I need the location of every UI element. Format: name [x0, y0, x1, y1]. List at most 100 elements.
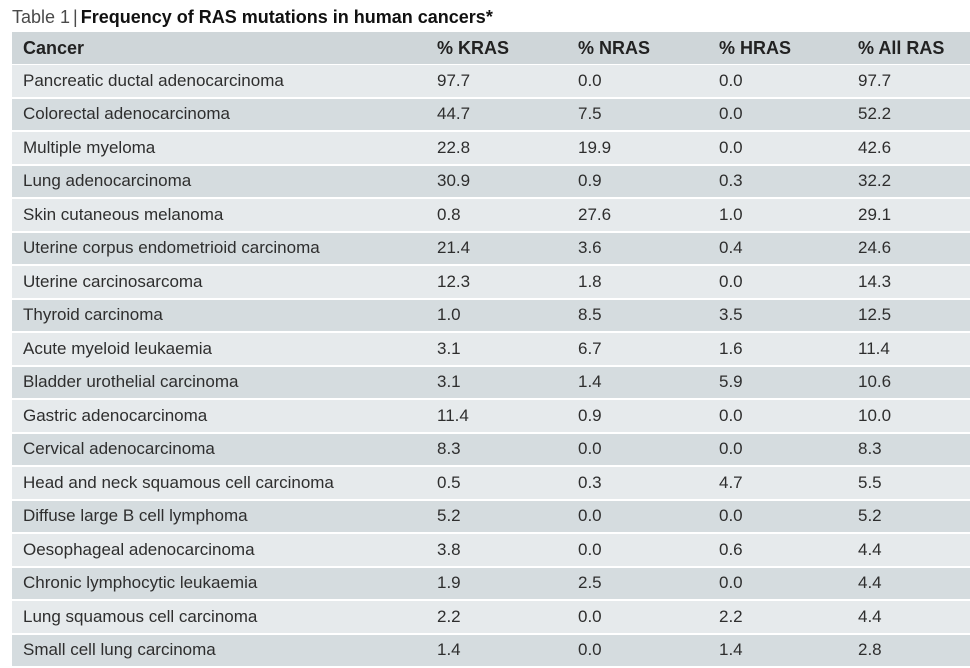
hras-cell: 0.0: [708, 97, 847, 132]
kras-cell: 1.9: [426, 566, 567, 601]
cancer-cell: Small cell lung carcinoma: [12, 633, 426, 668]
hras-cell: 0.0: [708, 64, 847, 99]
table-number-label: Table 1: [12, 7, 71, 27]
table-row: Head and neck squamous cell carcinoma 0.5…: [12, 466, 970, 501]
nras-cell: 19.9: [567, 131, 708, 166]
table-row: Colorectal adenocarcinoma 44.7 7.5 0.0 52.2: [12, 97, 970, 132]
table-row: Uterine carcinosarcoma 12.3 1.8 0.0 14.3: [12, 265, 970, 300]
table-row: Diffuse large B cell lymphoma 5.2 0.0 0.0 5.…: [12, 499, 970, 534]
table-row: Bladder urothelial carcinoma 3.1 1.4 5.9 10.…: [12, 365, 970, 400]
all-ras-cell: 5.2: [847, 499, 970, 534]
nras-cell: 0.0: [567, 633, 708, 668]
cancer-cell: Uterine carcinosarcoma: [12, 265, 426, 300]
cancer-cell: Multiple myeloma: [12, 131, 426, 166]
kras-cell: 44.7: [426, 97, 567, 132]
kras-cell: 5.2: [426, 499, 567, 534]
hras-cell: 0.0: [708, 432, 847, 467]
cancer-cell: Chronic lymphocytic leukaemia: [12, 566, 426, 601]
kras-cell: 0.5: [426, 466, 567, 501]
all-ras-cell: 24.6: [847, 231, 970, 266]
table-title: Table 1 | Frequency of RAS mutations in hu…: [12, 4, 493, 30]
cancer-cell: Head and neck squamous cell carcinoma: [12, 466, 426, 501]
cancer-cell: Lung adenocarcinoma: [12, 164, 426, 199]
hras-cell: 3.5: [708, 298, 847, 333]
nras-cell: 0.0: [567, 600, 708, 635]
nras-cell: 27.6: [567, 198, 708, 233]
kras-cell: 30.9: [426, 164, 567, 199]
table-header: Cancer % KRAS % NRAS % HRAS % All RAS: [12, 32, 970, 65]
kras-cell: 3.1: [426, 365, 567, 400]
column-header-all-ras: % All RAS: [847, 32, 970, 65]
all-ras-cell: 29.1: [847, 198, 970, 233]
column-header-kras: % KRAS: [426, 32, 567, 65]
column-header-cancer: Cancer: [12, 32, 426, 65]
kras-cell: 97.7: [426, 64, 567, 99]
all-ras-cell: 8.3: [847, 432, 970, 467]
nras-cell: 7.5: [567, 97, 708, 132]
table-row: Skin cutaneous melanoma 0.8 27.6 1.0 29.1: [12, 198, 970, 233]
hras-cell: 1.6: [708, 332, 847, 367]
hras-cell: 1.0: [708, 198, 847, 233]
footnote-mark: *: [485, 7, 493, 27]
all-ras-cell: 4.4: [847, 566, 970, 601]
hras-cell: 4.7: [708, 466, 847, 501]
cancer-cell: Acute myeloid leukaemia: [12, 332, 426, 367]
kras-cell: 2.2: [426, 600, 567, 635]
table-row: Gastric adenocarcinoma 11.4 0.9 0.0 10.0: [12, 399, 970, 434]
nras-cell: 8.5: [567, 298, 708, 333]
title-separator: |: [73, 7, 78, 27]
table-body: Pancreatic ductal adenocarcinoma 97.7 0.0 0…: [12, 64, 970, 668]
column-header-hras: % HRAS: [708, 32, 847, 65]
cancer-cell: Colorectal adenocarcinoma: [12, 97, 426, 132]
cancer-cell: Cervical adenocarcinoma: [12, 432, 426, 467]
kras-cell: 8.3: [426, 432, 567, 467]
nras-cell: 3.6: [567, 231, 708, 266]
nras-cell: 0.0: [567, 499, 708, 534]
kras-cell: 12.3: [426, 265, 567, 300]
cancer-cell: Skin cutaneous melanoma: [12, 198, 426, 233]
nras-cell: 0.0: [567, 432, 708, 467]
table-row: Acute myeloid leukaemia 3.1 6.7 1.6 11.4: [12, 332, 970, 367]
table-heading: Frequency of RAS mutations in human canc…: [80, 7, 486, 27]
all-ras-cell: 11.4: [847, 332, 970, 367]
table-row: Chronic lymphocytic leukaemia 1.9 2.5 0.0 4.…: [12, 566, 970, 601]
hras-cell: 1.4: [708, 633, 847, 668]
all-ras-cell: 12.5: [847, 298, 970, 333]
cancer-cell: Pancreatic ductal adenocarcinoma: [12, 64, 426, 99]
kras-cell: 22.8: [426, 131, 567, 166]
kras-cell: 1.4: [426, 633, 567, 668]
table-row: Multiple myeloma 22.8 19.9 0.0 42.6: [12, 131, 970, 166]
all-ras-cell: 4.4: [847, 533, 970, 568]
kras-cell: 1.0: [426, 298, 567, 333]
kras-cell: 3.8: [426, 533, 567, 568]
nras-cell: 0.3: [567, 466, 708, 501]
all-ras-cell: 52.2: [847, 97, 970, 132]
all-ras-cell: 5.5: [847, 466, 970, 501]
all-ras-cell: 10.0: [847, 399, 970, 434]
table-row: Uterine corpus endometrioid carcinoma 21.…: [12, 231, 970, 266]
ras-mutation-table: Cancer % KRAS % NRAS % HRAS % All RAS Pa…: [12, 32, 970, 668]
nras-cell: 6.7: [567, 332, 708, 367]
kras-cell: 3.1: [426, 332, 567, 367]
all-ras-cell: 97.7: [847, 64, 970, 99]
nras-cell: 1.8: [567, 265, 708, 300]
cancer-cell: Gastric adenocarcinoma: [12, 399, 426, 434]
cancer-cell: Oesophageal adenocarcinoma: [12, 533, 426, 568]
kras-cell: 21.4: [426, 231, 567, 266]
header-row: Cancer % KRAS % NRAS % HRAS % All RAS: [12, 32, 970, 65]
nras-cell: 1.4: [567, 365, 708, 400]
hras-cell: 5.9: [708, 365, 847, 400]
all-ras-cell: 42.6: [847, 131, 970, 166]
hras-cell: 0.0: [708, 499, 847, 534]
cancer-cell: Lung squamous cell carcinoma: [12, 600, 426, 635]
all-ras-cell: 4.4: [847, 600, 970, 635]
table-row: Lung adenocarcinoma 30.9 0.9 0.3 32.2: [12, 164, 970, 199]
nras-cell: 2.5: [567, 566, 708, 601]
all-ras-cell: 2.8: [847, 633, 970, 668]
hras-cell: 0.0: [708, 131, 847, 166]
hras-cell: 0.0: [708, 265, 847, 300]
hras-cell: 0.0: [708, 566, 847, 601]
nras-cell: 0.0: [567, 64, 708, 99]
cancer-cell: Diffuse large B cell lymphoma: [12, 499, 426, 534]
nras-cell: 0.9: [567, 164, 708, 199]
